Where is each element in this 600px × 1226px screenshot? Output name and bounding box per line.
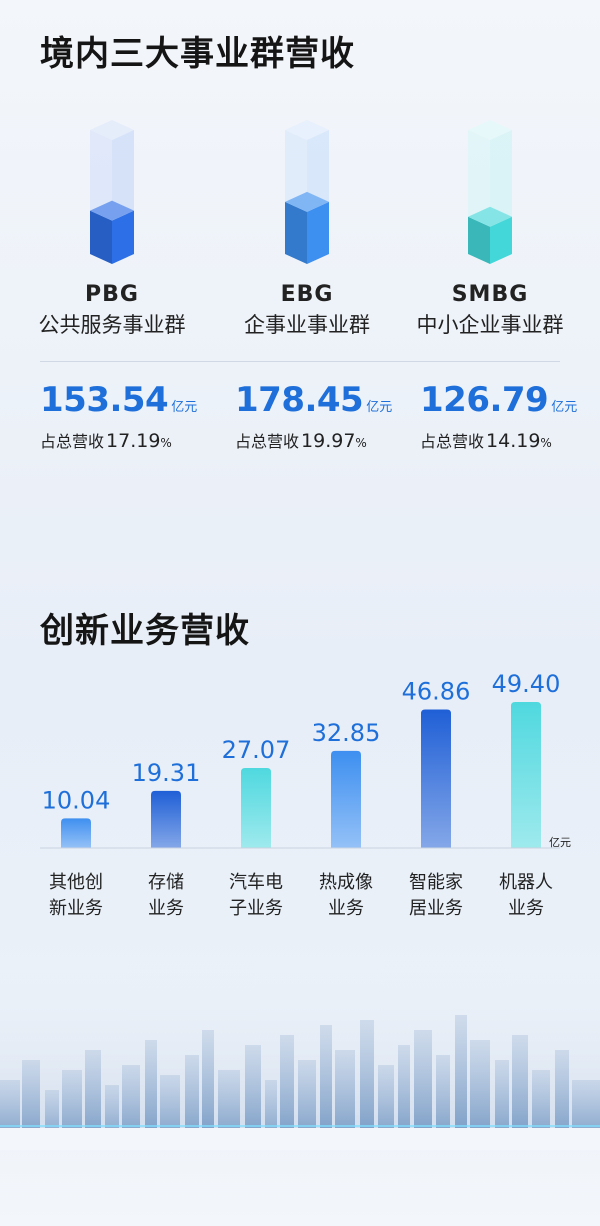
bar-value-label: 10.04 [42, 786, 111, 814]
stat-ebg: 178.45 亿元 占总营收 19.97% [235, 380, 435, 452]
segment-code: EBG [280, 282, 334, 307]
share-label: 占总营收 [420, 432, 485, 451]
category-label: 居业务 [409, 898, 463, 919]
bar [241, 767, 271, 848]
category-label: 热成像 [319, 872, 373, 893]
share-value: 14.19 [486, 430, 541, 452]
revenue-value: 153.54 [40, 380, 169, 420]
revenue-value: 178.45 [235, 380, 364, 420]
share-value: 17.19 [106, 430, 161, 452]
revenue-value: 126.79 [420, 380, 549, 420]
glass-top-face [285, 120, 329, 140]
section-title-domestic: 境内三大事业群营收 [40, 34, 355, 74]
stat-smbg: 126.79 亿元 占总营收 14.19% [420, 380, 600, 452]
segment-code: SMBG [451, 282, 529, 307]
revenue-unit: 亿元 [171, 400, 198, 415]
category-label: 存储 [148, 872, 184, 893]
bar-value-label: 46.86 [402, 678, 471, 706]
share-unit: % [540, 436, 552, 450]
category-label: 汽车电 [229, 872, 283, 893]
bar-value-label: 32.85 [312, 719, 381, 747]
share-unit: % [160, 436, 172, 450]
revenue-share: 占总营收 19.97% [235, 428, 435, 452]
bar [331, 750, 361, 848]
category-label: 新业务 [49, 898, 103, 919]
share-label: 占总营收 [40, 432, 105, 451]
cube-column-smbg-icon [468, 120, 512, 264]
revenue-share: 占总营收 17.19% [40, 428, 240, 452]
glass-top-face [468, 120, 512, 140]
share-value: 19.97 [301, 430, 356, 452]
category-label: 机器人 [499, 872, 553, 893]
category-label: 智能家 [409, 872, 463, 893]
revenue-unit: 亿元 [366, 400, 393, 415]
share-label: 占总营收 [235, 432, 300, 451]
bar [61, 818, 91, 848]
fill-left-face [90, 210, 112, 264]
bar-value-label: 19.31 [132, 759, 201, 787]
fill-left-face [285, 201, 307, 264]
section-title-innovation: 创新业务营收 [40, 611, 250, 651]
category-label: 业务 [148, 898, 184, 919]
share-unit: % [355, 436, 367, 450]
segment-pbg: PBG 公共服务事业群 [12, 112, 212, 339]
bar-value-label: 27.07 [222, 736, 291, 764]
revenue-share: 占总营收 14.19% [420, 428, 600, 452]
category-label: 子业务 [229, 898, 283, 919]
unit-label: 亿元 [549, 836, 571, 849]
category-label: 其他创 [49, 872, 103, 893]
fill-right-face [307, 201, 329, 264]
segment-smbg: SMBG 中小企业事业群 [390, 112, 590, 339]
segment-name: 公共服务事业群 [38, 313, 186, 337]
category-label: 业务 [508, 898, 544, 919]
fill-top-face [285, 191, 329, 212]
bar-value-label: 49.40 [492, 670, 561, 698]
segment-ebg: EBG 企事业事业群 [207, 112, 407, 339]
bar [421, 709, 451, 848]
city-skyline-image [0, 960, 600, 1150]
revenue-unit: 亿元 [551, 400, 578, 415]
bar [151, 790, 181, 848]
segment-code: PBG [85, 282, 139, 307]
category-label: 业务 [328, 898, 364, 919]
stat-pbg: 153.54 亿元 占总营收 17.19% [40, 380, 240, 452]
fill-right-face [490, 216, 512, 264]
segment-name: 中小企业事业群 [416, 313, 564, 337]
fill-top-face [468, 206, 512, 227]
fill-top-face [90, 200, 134, 221]
cube-column-ebg-icon [285, 120, 329, 264]
cube-column-pbg-icon [90, 120, 134, 264]
segment-name: 企事业事业群 [244, 313, 370, 337]
bar [511, 702, 541, 848]
divider [40, 361, 560, 362]
glass-top-face [90, 120, 134, 140]
fill-left-face [468, 216, 490, 264]
fill-right-face [112, 210, 134, 264]
